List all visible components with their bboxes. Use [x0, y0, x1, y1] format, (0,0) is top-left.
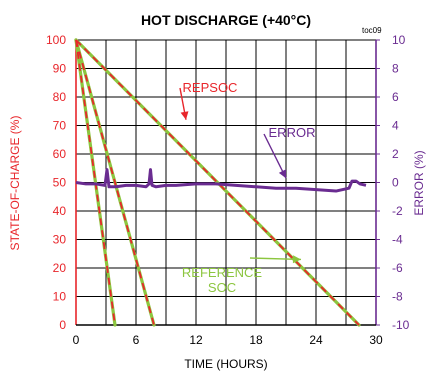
right-axis-title: ERROR (%) [412, 150, 426, 215]
right-tick-label: 8 [392, 62, 399, 76]
left-tick-label: 0 [59, 318, 66, 332]
left-tick-label: 80 [53, 90, 67, 104]
left-tick-label: 40 [53, 204, 67, 218]
left-tick-label: 50 [53, 176, 67, 190]
x-tick-label: 30 [369, 333, 383, 347]
annotation-arrow [263, 133, 287, 179]
repsoc-line [75, 39, 155, 326]
annotation-text: REPSOC [183, 80, 238, 95]
right-tick-label: -6 [392, 261, 403, 275]
right-tick-label: 2 [392, 147, 399, 161]
annotation-arrowhead [278, 169, 287, 179]
x-tick-label: 6 [133, 333, 140, 347]
annotation-label: REPSOC [179, 80, 238, 120]
right-tick-label: 4 [392, 119, 399, 133]
annotation-text: SOC [208, 280, 236, 295]
plot-area [74, 38, 367, 327]
annotation-arrowhead [292, 255, 301, 264]
x-tick-label: 18 [249, 333, 263, 347]
annotation-text: REFERENCE [182, 265, 263, 280]
x-tick-label: 12 [189, 333, 203, 347]
right-tick-label: -2 [392, 204, 403, 218]
right-tick-label: -10 [392, 318, 410, 332]
left-tick-label: 60 [53, 147, 67, 161]
annotation-arrow [249, 257, 302, 261]
left-tick-label: 70 [53, 119, 67, 133]
repsoc-line [75, 39, 360, 326]
left-tick-label: 10 [53, 290, 67, 304]
right-tick-label: -4 [392, 233, 403, 247]
chart-title: HOT DISCHARGE (+40°C) [141, 12, 311, 28]
left-axis-title: STATE-OF-CHARGE (%) [8, 116, 22, 251]
x-axis-title: TIME (HOURS) [184, 357, 267, 371]
x-tick-label: 24 [309, 333, 323, 347]
x-tick-label: 0 [73, 333, 80, 347]
annotation-label: ERROR [263, 125, 316, 179]
left-tick-label: 100 [46, 33, 66, 47]
right-tick-label: 6 [392, 90, 399, 104]
annotation-arrowhead [180, 111, 189, 120]
right-tick-label: -8 [392, 290, 403, 304]
right-tick-label: 0 [392, 176, 399, 190]
annotation-text: ERROR [269, 125, 316, 140]
right-tick-label: 10 [392, 33, 406, 47]
error-line [75, 168, 367, 193]
left-tick-label: 30 [53, 233, 67, 247]
figure-tag: toc09 [362, 26, 382, 35]
left-tick-label: 20 [53, 261, 67, 275]
left-tick-label: 90 [53, 62, 67, 76]
tick-labels: 0 6 12 18 24 300102030405060708090100-10-8-6-… [46, 33, 410, 347]
